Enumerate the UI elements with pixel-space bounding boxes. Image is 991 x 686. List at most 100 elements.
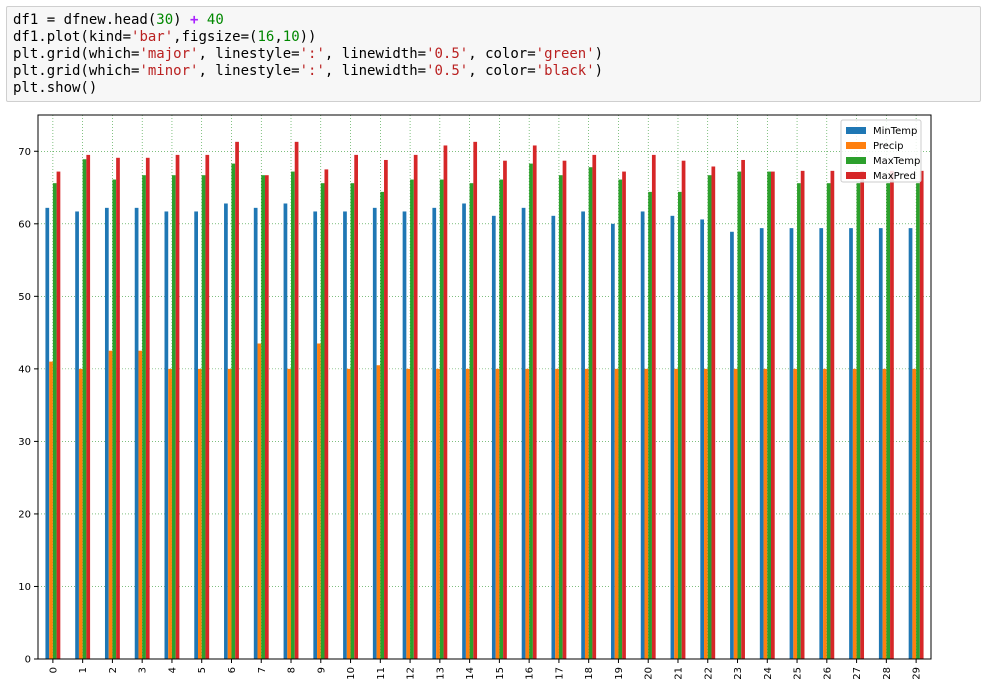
bar-maxpred-6 bbox=[235, 141, 239, 659]
bar-mintemp-0 bbox=[45, 207, 50, 660]
x-tick-label: 9 bbox=[316, 667, 327, 673]
code-token: 'green' bbox=[535, 46, 595, 62]
bar-maxtemp-3 bbox=[142, 175, 146, 659]
bar-mintemp-20 bbox=[640, 211, 645, 659]
bar-maxtemp-21 bbox=[677, 191, 682, 660]
bar-maxpred-8 bbox=[294, 141, 299, 659]
x-tick-label: 27 bbox=[852, 667, 863, 680]
bar-precip-28 bbox=[882, 368, 887, 659]
bar-precip-29 bbox=[912, 368, 917, 659]
bar-precip-8 bbox=[287, 368, 292, 659]
x-tick-label: 2 bbox=[108, 667, 119, 673]
bar-mintemp-24 bbox=[759, 228, 764, 659]
code-token: 30 bbox=[156, 12, 174, 28]
x-tick-label: 4 bbox=[167, 667, 178, 673]
bar-mintemp-8 bbox=[283, 203, 288, 659]
code-token: 'black' bbox=[535, 63, 595, 79]
code-token: ,figsize=( bbox=[173, 29, 258, 45]
bar-precip-18 bbox=[584, 368, 589, 659]
bar-maxtemp-25 bbox=[797, 183, 801, 659]
bar-maxpred-24 bbox=[771, 171, 775, 660]
y-tick-label: 40 bbox=[18, 364, 31, 375]
code-token: '0.5' bbox=[426, 46, 469, 62]
bar-maxtemp-18 bbox=[588, 167, 593, 659]
x-tick-label: 3 bbox=[138, 667, 149, 673]
bar-maxtemp-4 bbox=[171, 175, 176, 659]
x-tick-label: 1 bbox=[78, 667, 89, 673]
bar-mintemp-6 bbox=[224, 203, 228, 659]
x-tick-label: 0 bbox=[48, 667, 59, 673]
bar-maxtemp-16 bbox=[529, 163, 533, 659]
bar-mintemp-13 bbox=[432, 207, 437, 660]
bar-maxpred-13 bbox=[443, 145, 448, 660]
legend-box bbox=[840, 119, 922, 183]
bar-maxpred-4 bbox=[175, 154, 180, 659]
bar-mintemp-2 bbox=[104, 207, 109, 660]
x-tick-label: 24 bbox=[763, 667, 774, 680]
bar-precip-7 bbox=[257, 343, 262, 659]
code-cell[interactable]: df1 = dfnew.head(30) + 40 df1.plot(kind='… bbox=[6, 6, 981, 102]
bar-maxtemp-12 bbox=[410, 179, 414, 659]
code-token: plt.grid(which= bbox=[13, 63, 140, 79]
bar-precip-3 bbox=[138, 350, 143, 659]
bar-maxpred-2 bbox=[116, 157, 120, 659]
code-token: + bbox=[190, 12, 199, 28]
legend-swatch-mintemp bbox=[846, 127, 866, 134]
x-tick-label: 21 bbox=[673, 667, 684, 680]
plot-area bbox=[38, 115, 931, 659]
bar-maxpred-16 bbox=[532, 145, 537, 660]
bar-mintemp-23 bbox=[730, 231, 734, 659]
code-token: , color= bbox=[468, 63, 536, 79]
bar-precip-22 bbox=[704, 368, 708, 659]
code-token: , linestyle= bbox=[198, 46, 300, 62]
bar-mintemp-15 bbox=[491, 215, 496, 659]
bar-maxtemp-20 bbox=[648, 191, 652, 660]
y-tick-label: 10 bbox=[18, 582, 31, 593]
x-tick-label: 11 bbox=[376, 667, 387, 680]
bar-precip-6 bbox=[227, 368, 232, 659]
bar-mintemp-16 bbox=[521, 207, 526, 660]
y-tick-label: 50 bbox=[18, 292, 31, 303]
bar-precip-21 bbox=[674, 368, 678, 659]
code-token: , linewidth= bbox=[324, 63, 427, 79]
bar-maxtemp-11 bbox=[380, 191, 385, 660]
x-tick-label: 5 bbox=[197, 667, 208, 673]
bar-maxtemp-17 bbox=[558, 175, 563, 659]
bar-maxtemp-14 bbox=[469, 183, 474, 659]
bar-precip-1 bbox=[78, 368, 83, 659]
bar-precip-20 bbox=[644, 368, 649, 659]
bar-mintemp-22 bbox=[700, 219, 705, 659]
bar-maxpred-12 bbox=[413, 154, 418, 659]
legend-label-mintemp: MinTemp bbox=[873, 126, 917, 137]
bar-precip-0 bbox=[49, 361, 53, 659]
y-tick-label: 20 bbox=[18, 509, 31, 520]
code-token: ) bbox=[594, 46, 604, 62]
bar-precip-13 bbox=[436, 368, 440, 659]
bar-mintemp-26 bbox=[819, 228, 824, 659]
bar-maxtemp-7 bbox=[261, 175, 265, 659]
code-token: 10 bbox=[282, 29, 300, 45]
code-token: ) bbox=[173, 12, 191, 28]
bar-precip-14 bbox=[465, 368, 470, 659]
bar-mintemp-12 bbox=[402, 211, 407, 659]
code-line: df1 = dfnew.head(30) + 40 bbox=[13, 12, 974, 29]
bar-maxtemp-1 bbox=[82, 159, 87, 659]
bar-precip-9 bbox=[317, 343, 321, 659]
bar-precip-2 bbox=[108, 350, 113, 659]
bar-maxtemp-0 bbox=[52, 183, 57, 659]
bar-mintemp-1 bbox=[75, 211, 79, 659]
bar-mintemp-10 bbox=[343, 211, 347, 659]
bar-precip-19 bbox=[614, 368, 619, 659]
bar-maxpred-28 bbox=[890, 170, 894, 660]
bar-maxtemp-27 bbox=[856, 183, 861, 659]
bar-precip-4 bbox=[168, 368, 172, 659]
bar-maxpred-23 bbox=[741, 159, 745, 659]
bar-maxtemp-13 bbox=[439, 179, 444, 659]
bar-maxpred-10 bbox=[354, 154, 358, 659]
x-tick-label: 14 bbox=[465, 667, 476, 680]
bar-maxtemp-8 bbox=[291, 171, 295, 660]
bar-precip-12 bbox=[406, 368, 411, 659]
bar-mintemp-25 bbox=[789, 228, 794, 659]
bar-maxpred-3 bbox=[145, 157, 150, 659]
